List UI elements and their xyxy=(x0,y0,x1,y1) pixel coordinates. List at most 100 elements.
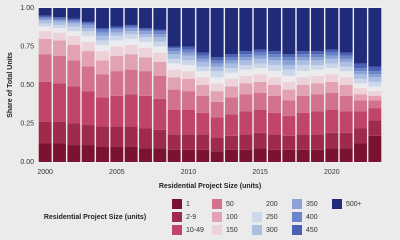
bar-segment xyxy=(239,64,253,70)
bar-segment xyxy=(339,111,353,133)
bar-segment xyxy=(268,85,281,96)
bar-segment xyxy=(167,69,181,78)
bar-segment xyxy=(225,72,238,79)
bar-segment xyxy=(311,111,324,135)
bar-segment xyxy=(110,146,124,162)
bar-segment xyxy=(282,69,296,76)
legend-label: 450 xyxy=(306,227,318,234)
bar-segment xyxy=(268,95,281,113)
bar-segment xyxy=(81,31,95,36)
bar-segment xyxy=(196,55,210,59)
bar-segment xyxy=(253,49,267,53)
bar-segment xyxy=(339,95,353,112)
bar-segment xyxy=(139,41,152,49)
bar-segment xyxy=(167,134,181,150)
bar-segment xyxy=(110,55,124,72)
bar-segment xyxy=(124,69,138,95)
bar-segment xyxy=(296,149,310,162)
legend-label: 350 xyxy=(306,201,318,208)
bar-segment xyxy=(153,41,167,47)
bar-segment xyxy=(354,111,367,129)
bar-segment xyxy=(296,85,310,96)
bar-segment xyxy=(53,28,66,33)
bar-segment xyxy=(311,75,324,84)
bar-segment xyxy=(182,149,195,162)
bar-segment xyxy=(210,66,224,72)
bar-segment xyxy=(296,51,310,55)
bar-segment xyxy=(38,26,52,32)
bar-segment xyxy=(253,81,267,93)
bar-segment xyxy=(67,60,81,87)
legend-swatch xyxy=(172,199,182,209)
bar-segment xyxy=(354,94,367,101)
bar-segment xyxy=(196,85,210,96)
bar-segment xyxy=(124,126,138,147)
bar-segment xyxy=(239,111,253,135)
bar-segment xyxy=(325,74,339,82)
bar-segment xyxy=(67,31,81,36)
bar-segment xyxy=(182,52,195,56)
bar-segment xyxy=(339,77,353,85)
bar-segment xyxy=(296,134,310,150)
bar-segment xyxy=(110,95,124,127)
bar-segment xyxy=(268,64,281,72)
bar-segment xyxy=(225,57,238,61)
bar-segment xyxy=(253,68,267,75)
bar-segment xyxy=(110,71,124,96)
bar-segment xyxy=(210,77,224,84)
bar-segment xyxy=(96,74,109,98)
bar-segment xyxy=(53,143,66,162)
bar-segment xyxy=(354,143,367,162)
bar-segment xyxy=(368,91,382,96)
bar-segment xyxy=(81,8,95,22)
bar-segment xyxy=(139,8,152,29)
bar-segment xyxy=(368,135,382,162)
bar-segment xyxy=(53,18,66,21)
bar-segment xyxy=(196,112,210,135)
bar-segment xyxy=(311,83,324,95)
bar-segment xyxy=(196,95,210,113)
bar-segment xyxy=(182,78,195,92)
bar-segment xyxy=(239,75,253,84)
bar-segment xyxy=(225,54,238,58)
bar-segment xyxy=(268,77,281,85)
bar-segment xyxy=(153,129,167,149)
x-tick-label: 2010 xyxy=(181,169,197,176)
bar-segment xyxy=(67,123,81,146)
bar-segment xyxy=(139,31,152,35)
bar-segment xyxy=(368,66,382,72)
bar-segment xyxy=(67,18,81,21)
bar-segment xyxy=(268,71,281,78)
bar-segment xyxy=(325,148,339,162)
legend-label: 50 xyxy=(226,201,234,208)
bar-segment xyxy=(354,88,367,95)
bar-segment xyxy=(96,44,109,52)
bar-segment xyxy=(368,120,382,136)
bar-segment xyxy=(81,23,95,25)
bar-segment xyxy=(354,71,367,75)
bar-segment xyxy=(110,26,124,29)
bar-segment xyxy=(239,149,253,162)
bar-segment xyxy=(325,63,339,69)
legend-label: 400 xyxy=(306,214,318,221)
bar-segment xyxy=(210,57,224,61)
bar-segment xyxy=(153,148,167,162)
bar-segment xyxy=(354,8,367,64)
bar-segment xyxy=(268,112,281,135)
bar-segment xyxy=(225,114,238,136)
bar-segment xyxy=(167,63,181,70)
bar-segment xyxy=(38,8,52,16)
bar-segment xyxy=(210,137,224,152)
legend-swatch xyxy=(212,225,222,235)
bar-segment xyxy=(282,54,296,58)
y-tick-label: 0.50 xyxy=(20,82,34,89)
bar-segment xyxy=(53,21,66,25)
bar-segment xyxy=(253,55,267,59)
bar-segment xyxy=(153,29,167,32)
bar-segment xyxy=(339,132,353,149)
bar-segment xyxy=(96,60,109,75)
bar-segment xyxy=(339,71,353,78)
bar-segment xyxy=(53,20,66,22)
bar-segment xyxy=(311,64,324,70)
bar-segment xyxy=(96,32,109,36)
